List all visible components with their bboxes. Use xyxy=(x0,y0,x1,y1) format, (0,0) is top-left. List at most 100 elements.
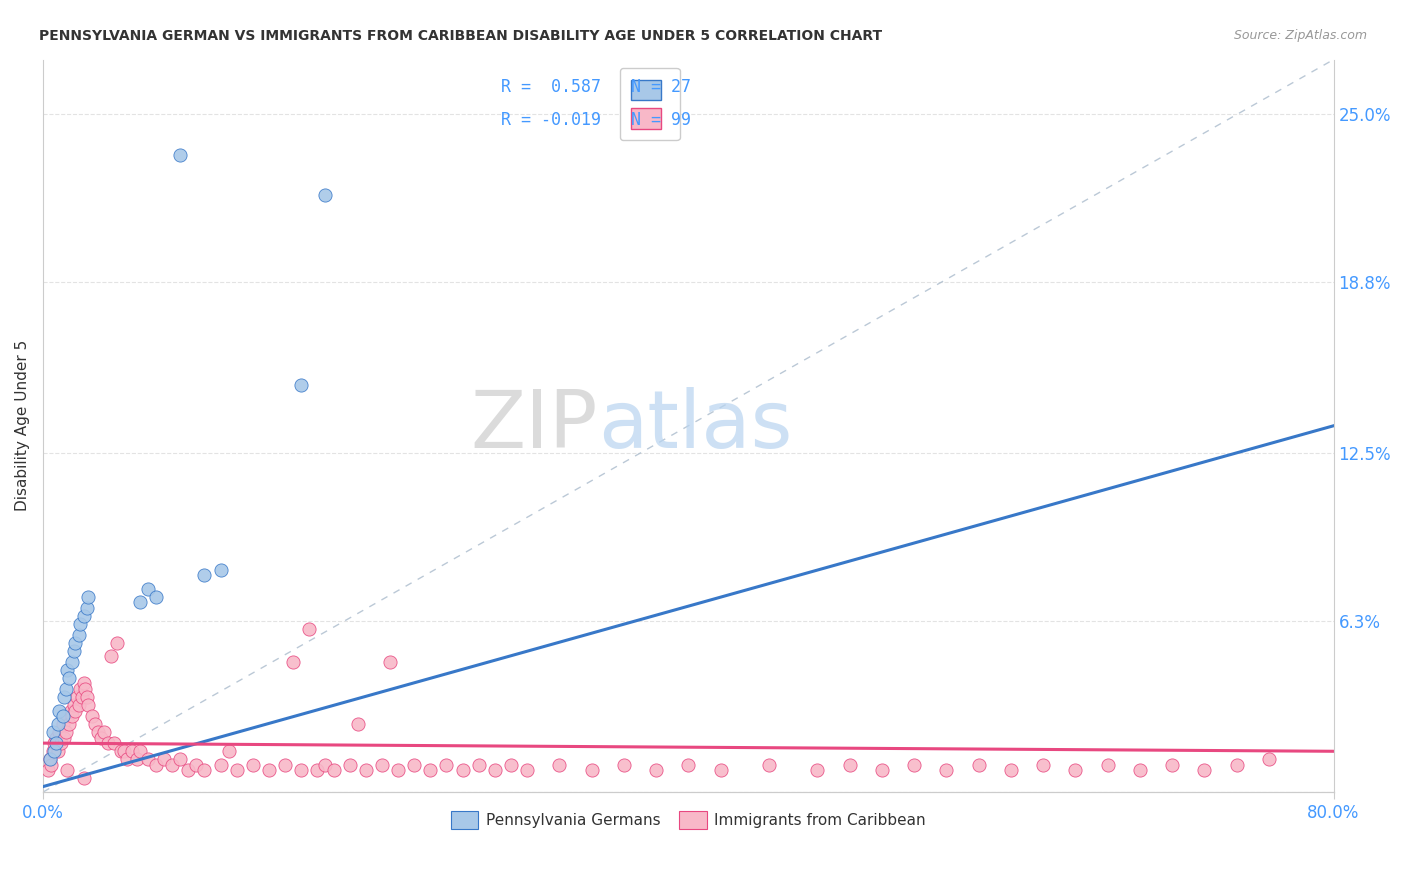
Point xyxy=(419,764,441,778)
Point xyxy=(1032,757,1054,772)
Point xyxy=(56,764,79,778)
Point xyxy=(145,590,167,604)
Point xyxy=(314,188,336,202)
Point xyxy=(44,736,66,750)
Point xyxy=(121,744,143,758)
Point xyxy=(76,600,98,615)
Point xyxy=(125,752,148,766)
Point xyxy=(1000,764,1022,778)
Point xyxy=(710,764,733,778)
Point xyxy=(51,717,73,731)
Point xyxy=(37,764,59,778)
Text: atlas: atlas xyxy=(598,387,793,465)
Point xyxy=(1097,757,1119,772)
Point xyxy=(44,744,66,758)
Point xyxy=(1194,764,1216,778)
Point xyxy=(806,764,828,778)
Y-axis label: Disability Age Under 5: Disability Age Under 5 xyxy=(15,340,30,511)
Point xyxy=(451,764,474,778)
Point xyxy=(65,704,87,718)
Point xyxy=(613,757,636,772)
Point xyxy=(436,757,458,772)
Point xyxy=(903,757,925,772)
Point xyxy=(110,744,132,758)
Point xyxy=(58,717,80,731)
Point xyxy=(499,757,522,772)
Point xyxy=(87,725,110,739)
Point xyxy=(354,764,377,778)
Point xyxy=(548,757,571,772)
Point xyxy=(77,590,100,604)
Point xyxy=(77,698,100,713)
Text: Source: ZipAtlas.com: Source: ZipAtlas.com xyxy=(1233,29,1367,42)
Point xyxy=(467,757,489,772)
Point xyxy=(169,752,191,766)
Point xyxy=(103,736,125,750)
Point xyxy=(404,757,426,772)
Point xyxy=(339,757,361,772)
Legend: Pennsylvania Germans, Immigrants from Caribbean: Pennsylvania Germans, Immigrants from Ca… xyxy=(444,805,932,836)
Point xyxy=(72,676,94,690)
Point xyxy=(67,627,90,641)
Point xyxy=(55,681,77,696)
Point xyxy=(1161,757,1184,772)
Point xyxy=(39,757,62,772)
Point xyxy=(838,757,860,772)
Point xyxy=(59,704,82,718)
Point xyxy=(55,725,77,739)
Point xyxy=(48,725,70,739)
Point xyxy=(46,717,69,731)
Point xyxy=(90,731,112,745)
Point xyxy=(58,671,80,685)
Point xyxy=(70,690,93,704)
Point xyxy=(298,622,321,636)
Text: R = -0.019   N = 99: R = -0.019 N = 99 xyxy=(502,111,692,128)
Point xyxy=(46,744,69,758)
Point xyxy=(66,690,89,704)
Point xyxy=(1064,764,1087,778)
Point xyxy=(56,709,79,723)
Text: PENNSYLVANIA GERMAN VS IMMIGRANTS FROM CARIBBEAN DISABILITY AGE UNDER 5 CORRELAT: PENNSYLVANIA GERMAN VS IMMIGRANTS FROM C… xyxy=(39,29,883,43)
Point xyxy=(45,731,67,745)
Point xyxy=(283,655,305,669)
Point xyxy=(1258,752,1281,766)
Point xyxy=(136,582,159,596)
Point xyxy=(112,744,135,758)
Point xyxy=(51,709,73,723)
Point xyxy=(870,764,893,778)
Point xyxy=(49,736,72,750)
Point xyxy=(314,757,336,772)
Point xyxy=(60,655,83,669)
Point xyxy=(69,681,91,696)
Point xyxy=(371,757,394,772)
Point xyxy=(218,744,240,758)
Point xyxy=(38,752,60,766)
Point xyxy=(72,772,94,786)
Point xyxy=(129,744,152,758)
Point xyxy=(153,752,176,766)
Point xyxy=(193,764,215,778)
Point xyxy=(63,644,86,658)
Point xyxy=(56,663,79,677)
Point xyxy=(105,636,128,650)
Point xyxy=(322,764,344,778)
Point xyxy=(129,595,152,609)
Point xyxy=(75,681,97,696)
Text: ZIP: ZIP xyxy=(471,387,598,465)
Point xyxy=(967,757,990,772)
Point xyxy=(136,752,159,766)
Point xyxy=(65,636,87,650)
Point xyxy=(67,698,90,713)
Point xyxy=(257,764,280,778)
Point xyxy=(63,698,86,713)
Point xyxy=(48,704,70,718)
Point xyxy=(346,717,368,731)
Point xyxy=(209,562,232,576)
Point xyxy=(387,764,409,778)
Point xyxy=(72,608,94,623)
Point xyxy=(42,744,65,758)
Point xyxy=(69,616,91,631)
Point xyxy=(115,752,138,766)
Point xyxy=(484,764,506,778)
Point xyxy=(225,764,247,778)
